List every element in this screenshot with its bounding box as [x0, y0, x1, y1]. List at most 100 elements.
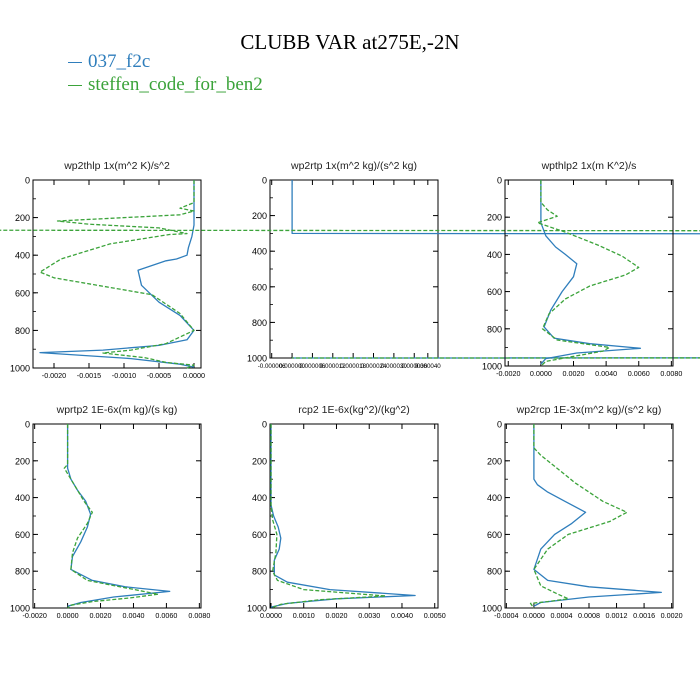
y-tick-label: 200: [15, 213, 30, 223]
y-tick-label: 1000: [482, 604, 502, 614]
x-tick-label: -0.0020: [42, 371, 66, 380]
x-tick-label: 0.000006: [300, 363, 326, 370]
plot-frame: [32, 423, 202, 609]
y-tick-label: 400: [487, 250, 502, 260]
legend-label-steffen: steffen_code_for_ben2: [88, 74, 263, 95]
y-tick-label: 0: [262, 176, 267, 186]
y-tick-label: 600: [252, 282, 267, 292]
y-tick-label: 0: [497, 176, 502, 186]
y-tick-label: 1000: [247, 604, 267, 614]
chart-panel-5: rcp2 1E-6x(kg^2)/(kg^2) 0 200 400 600 800 1000…: [247, 404, 446, 620]
y-tick-label: 600: [15, 530, 30, 540]
series-line-steffen: [63, 424, 159, 609]
y-tick-label: 0: [497, 420, 502, 430]
y-tick-label: 800: [15, 567, 30, 577]
x-tick-label: -0.0005: [147, 371, 171, 380]
series-line-037-f2c: [270, 424, 416, 608]
chart-title: rcp2 1E-6x(kg^2)/(kg^2): [298, 404, 409, 416]
y-tick-label: 400: [252, 493, 267, 503]
series-line-steffen: [0, 229, 700, 359]
x-tick-label: 0.0012: [606, 611, 628, 620]
x-tick-label: 0.0060: [155, 611, 177, 620]
y-tick-label: 600: [487, 287, 502, 297]
x-tick-label: -0.0015: [77, 371, 101, 380]
x-tick-label: 0.000018: [340, 363, 366, 370]
y-tick-label: 200: [15, 456, 30, 466]
chart-panel-2: wp2rtp 1x(m^2 kg)/(s^2 kg) 0 200 400 600 800 1…: [0, 160, 700, 370]
legend-item-steffen: steffen_code_for_ben2: [68, 73, 263, 96]
plot-frame: [504, 179, 674, 367]
chart-panel-3: wpthlp2 1x(m K^2)/s 0 200 400 600 800 1000-0.0…: [482, 160, 682, 378]
y-tick-label: 400: [487, 493, 502, 503]
series-line-steffen: [529, 424, 628, 609]
x-tick-label: 0.0016: [633, 611, 655, 620]
x-tick-label: 0.0040: [391, 611, 413, 620]
x-tick-label: 0.0020: [563, 369, 585, 378]
y-tick-label: 200: [487, 456, 502, 466]
x-tick-label: 0.0000: [523, 611, 545, 620]
y-tick-label: 600: [252, 530, 267, 540]
y-tick-label: 0: [262, 420, 267, 430]
x-tick-label: 0.0008: [578, 611, 600, 620]
y-tick-label: 200: [252, 456, 267, 466]
y-tick-label: 0: [25, 176, 30, 186]
x-tick-label: 0.0020: [325, 611, 347, 620]
x-tick-label: 0.000000: [279, 363, 305, 370]
y-tick-label: 1000: [247, 354, 267, 364]
plot-frame: [269, 423, 439, 609]
chart-title: wprtp2 1E-6x(m kg)/(s kg): [56, 404, 178, 416]
legend: 037_f2c steffen_code_for_ben2: [68, 50, 263, 96]
chart-panel-1: wp2thlp 1x(m^2 K)/s^2 0 200 400 600 800 1000 -0…: [10, 160, 205, 380]
y-tick-label: 200: [252, 211, 267, 221]
chart-title: wp2rtp 1x(m^2 kg)/(s^2 kg): [290, 160, 417, 172]
legend-item-037-f2c: 037_f2c: [68, 50, 263, 73]
y-tick-label: 200: [487, 213, 502, 223]
x-tick-label: 0.0010: [293, 611, 315, 620]
figure-title: CLUBB VAR at275E,-2N: [240, 30, 460, 54]
x-tick-label: 0.0080: [660, 369, 682, 378]
chart-title: wpthlp2 1x(m K^2)/s: [541, 160, 637, 172]
y-tick-label: 400: [252, 247, 267, 257]
plot-frame: [32, 179, 202, 369]
legend-swatch-steffen: [68, 85, 82, 87]
y-tick-label: 800: [15, 326, 30, 336]
chart-title: wp2rcp 1E-3x(m^2 kg)/(s^2 kg): [516, 404, 662, 416]
series-line-037-f2c: [540, 180, 642, 365]
x-tick-label: -0.0020: [22, 611, 46, 620]
plot-frame: [504, 423, 674, 609]
plot-frame: [269, 179, 439, 359]
chart-title: wp2thlp 1x(m^2 K)/s^2: [63, 160, 170, 172]
y-tick-label: 1000: [482, 362, 502, 372]
series-line-037-f2c: [39, 180, 195, 368]
y-tick-label: 800: [252, 567, 267, 577]
x-tick-label: 0.0040: [122, 611, 144, 620]
y-tick-label: 1000: [10, 364, 30, 374]
legend-swatch-037-f2c: [68, 62, 82, 64]
series-line-037-f2c: [533, 424, 662, 607]
series-line-037-f2c: [66, 424, 171, 607]
x-tick-label: 0.0000: [57, 611, 79, 620]
x-tick-label: 0.0000: [183, 371, 205, 380]
series-line-steffen: [270, 424, 387, 609]
x-tick-label: 0.0040: [595, 369, 617, 378]
x-tick-label: 0.0080: [188, 611, 210, 620]
legend-label-037-f2c: 037_f2c: [88, 51, 151, 72]
series-line-steffen: [39, 180, 195, 369]
y-tick-label: 600: [15, 288, 30, 298]
x-tick-label: 0.000036: [401, 363, 427, 370]
x-tick-label: 0.000012: [320, 363, 346, 370]
x-tick-label: -0.000006: [258, 363, 286, 370]
x-tick-label: 0.000040: [415, 363, 441, 370]
x-tick-label: 0.0004: [550, 611, 572, 620]
x-tick-label: 0.0030: [358, 611, 380, 620]
y-tick-label: 800: [487, 324, 502, 334]
x-tick-label: -0.0004: [494, 611, 518, 620]
y-tick-label: 600: [487, 530, 502, 540]
chart-panel-4: wprtp2 1E-6x(m kg)/(s kg) 0 200 400 600 800 10…: [10, 404, 210, 620]
x-tick-label: 0.0020: [661, 611, 683, 620]
y-tick-label: 0: [25, 420, 30, 430]
x-tick-label: -0.0010: [112, 371, 136, 380]
y-tick-label: 800: [252, 318, 267, 328]
